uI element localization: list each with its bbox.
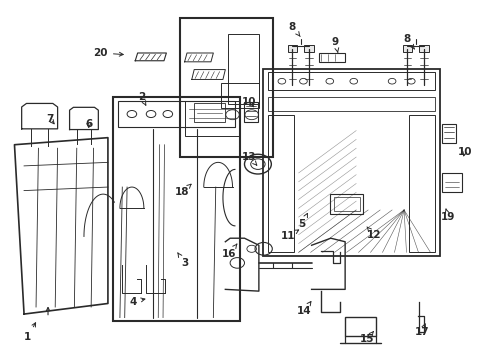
- Bar: [267, 115, 293, 252]
- Bar: [442, 173, 461, 192]
- Bar: [442, 123, 455, 143]
- Bar: [184, 101, 239, 136]
- Text: 18: 18: [175, 184, 191, 197]
- Bar: [287, 45, 297, 51]
- Bar: [402, 45, 411, 51]
- Text: 15: 15: [359, 332, 373, 345]
- Bar: [244, 102, 257, 122]
- Bar: [220, 83, 258, 108]
- Bar: [345, 316, 376, 336]
- Text: 1: 1: [24, 323, 36, 342]
- Text: 5: 5: [298, 213, 307, 229]
- Text: 13: 13: [242, 152, 256, 165]
- Bar: [419, 45, 428, 51]
- Text: 20: 20: [93, 48, 123, 58]
- Bar: [112, 97, 239, 321]
- Text: 8: 8: [288, 22, 300, 36]
- Text: 12: 12: [366, 227, 380, 240]
- Bar: [333, 197, 359, 211]
- Text: 19: 19: [440, 209, 454, 222]
- Bar: [117, 101, 234, 127]
- Text: 7: 7: [47, 114, 54, 124]
- Text: 9: 9: [331, 37, 338, 53]
- Text: 2: 2: [138, 92, 145, 105]
- Bar: [329, 194, 363, 213]
- Text: 3: 3: [177, 253, 188, 268]
- Bar: [408, 115, 434, 252]
- Bar: [267, 72, 434, 90]
- Bar: [180, 18, 273, 157]
- Bar: [267, 97, 434, 111]
- Text: 6: 6: [85, 118, 92, 129]
- Bar: [318, 53, 345, 62]
- Text: 11: 11: [280, 230, 298, 242]
- Bar: [304, 45, 313, 51]
- Text: 16: 16: [222, 244, 237, 259]
- Text: 17: 17: [414, 324, 428, 337]
- Bar: [227, 33, 258, 104]
- Text: 4: 4: [129, 297, 144, 307]
- Text: 10: 10: [457, 147, 471, 157]
- Text: 14: 14: [297, 302, 311, 315]
- Text: 10: 10: [242, 98, 256, 107]
- Bar: [262, 69, 439, 256]
- Bar: [194, 103, 225, 122]
- Text: 8: 8: [403, 34, 413, 49]
